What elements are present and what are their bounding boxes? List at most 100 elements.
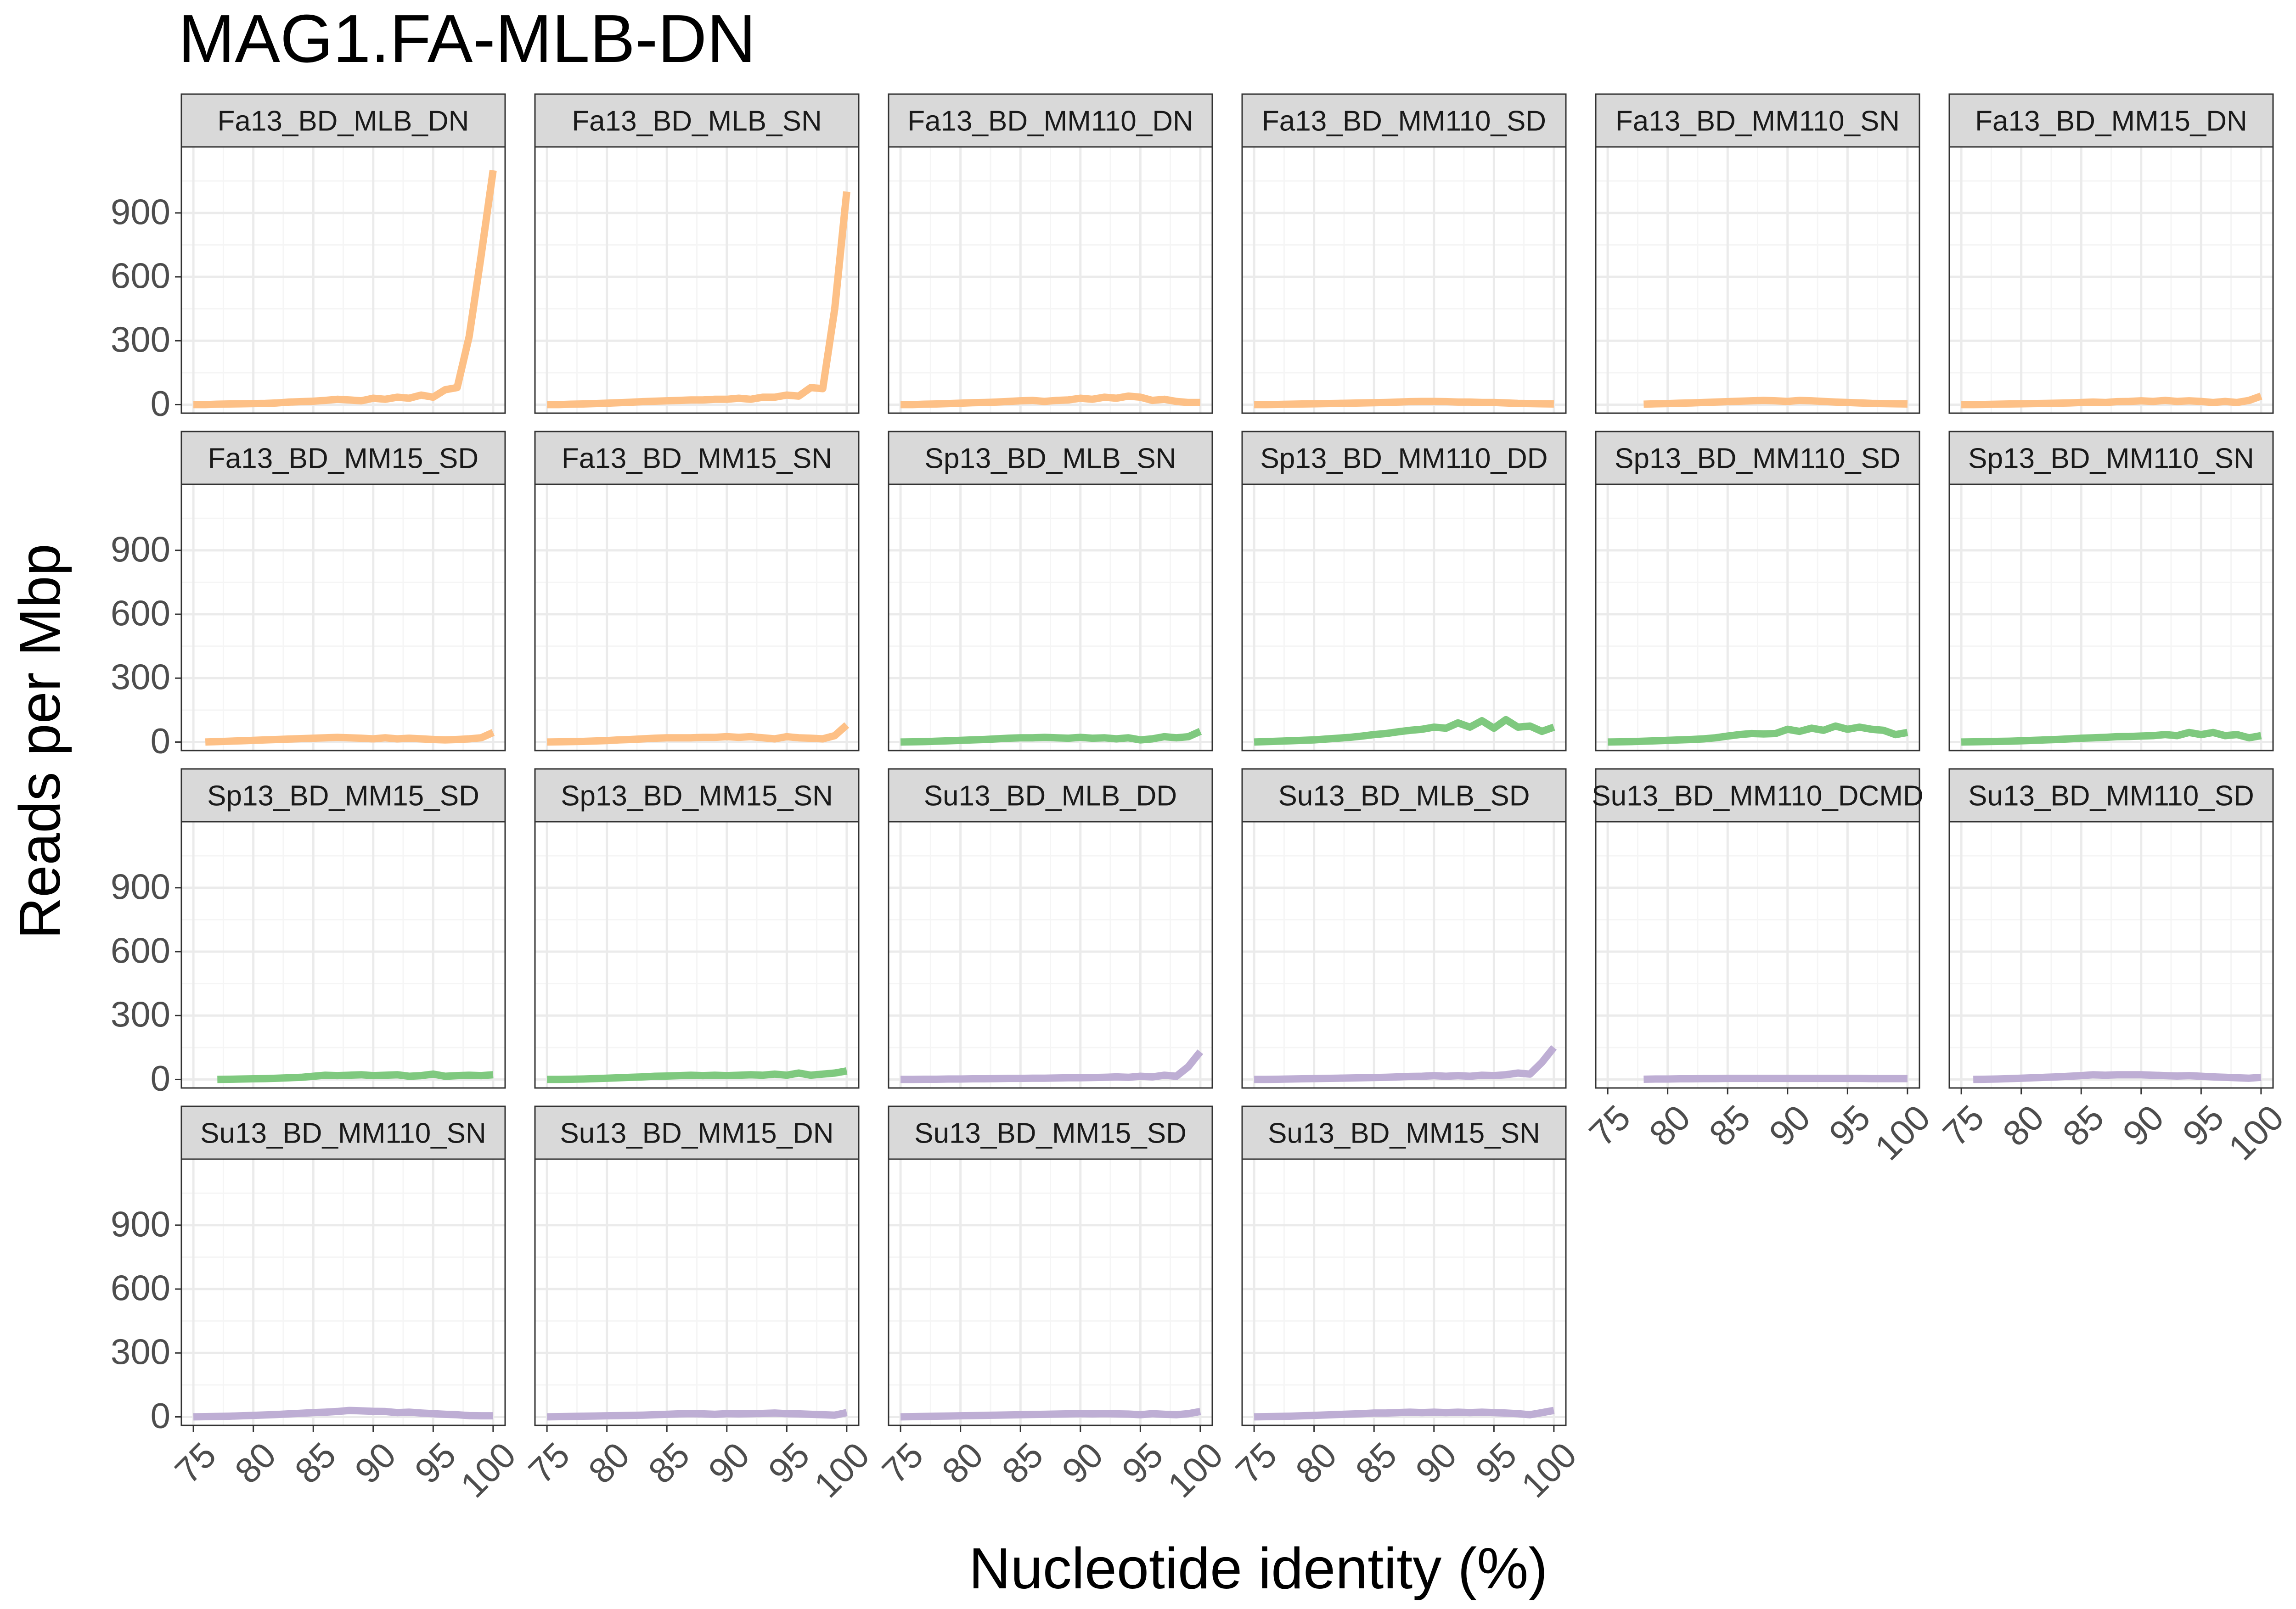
panel-border <box>180 483 506 751</box>
facet-strip <box>1595 768 1920 823</box>
panel-border <box>1595 821 1920 1089</box>
facet-strip-label: Fa13_BD_MM110_SN <box>1615 106 1900 137</box>
y-tick-label: 300 <box>111 656 170 697</box>
facet-panel: Fa13_BD_MM15_DN <box>1948 93 2274 414</box>
panel-border <box>1948 146 2274 414</box>
y-tick-label: 0 <box>151 383 170 423</box>
facet-strip <box>1241 768 1567 823</box>
facet-strip <box>888 431 1213 485</box>
facet-strip <box>888 768 1213 823</box>
panel-border <box>180 1158 506 1426</box>
series-line <box>900 728 1202 746</box>
facet-panel: Sp13_BD_MM15_SN <box>534 768 860 1089</box>
facet-strip-label: Fa13_BD_MM15_DN <box>1975 106 2247 137</box>
facet-strip-label: Sp13_BD_MM15_SN <box>561 780 833 812</box>
facet-panel: Fa13_BD_MM15_SD 0 300 600 900 <box>111 431 506 761</box>
facet-panel: Sp13_BD_MLB_SN <box>888 431 1213 751</box>
facet-panel: Sp13_BD_MM110_SN <box>1948 431 2274 751</box>
series-line <box>1961 729 2262 746</box>
series-line <box>1254 398 1554 409</box>
series-line <box>193 1407 493 1421</box>
facet-strip-label: Su13_BD_MM15_DN <box>560 1118 833 1149</box>
y-tick-label: 300 <box>111 994 170 1034</box>
facet-strip <box>534 93 860 148</box>
facet-strip <box>1595 431 1920 485</box>
panel-border <box>534 821 860 1089</box>
facet-strip-label: Fa13_BD_MLB_SN <box>572 106 822 137</box>
panel-border <box>180 821 506 1089</box>
series-line <box>1254 716 1555 746</box>
facet-panel: Fa13_BD_MLB_DN 0 300 600 900 <box>111 93 506 423</box>
chart-title: MAG1.FA-MLB-DN <box>178 1 756 77</box>
facet-panel: Su13_BD_MLB_DD <box>888 768 1213 1089</box>
facet-strip-label: Sp13_BD_MLB_SN <box>925 443 1176 475</box>
facet-strip-label: Su13_BD_MLB_SD <box>1278 780 1530 812</box>
series-line <box>900 1049 1204 1083</box>
series-line <box>547 191 850 409</box>
facet-strip-label: Fa13_BD_MM15_SD <box>208 443 478 475</box>
y-tick-label: 300 <box>111 319 170 359</box>
series-line <box>1643 397 1908 408</box>
series-line <box>546 1409 848 1421</box>
facet-panel: Fa13_BD_MM110_SD <box>1241 93 1567 414</box>
facet-panel: Fa13_BD_MM110_SN <box>1595 93 1920 414</box>
facet-strip <box>1241 1105 1567 1160</box>
facet-strip <box>1948 431 2274 485</box>
series-line <box>1961 392 2262 409</box>
panel-border <box>888 483 1213 751</box>
panel-border <box>1241 1158 1567 1426</box>
panel-border <box>534 483 860 751</box>
y-tick-label: 600 <box>111 255 170 296</box>
facet-strip <box>888 93 1213 148</box>
panel-border <box>534 1158 860 1426</box>
y-tick-label: 0 <box>151 1395 170 1435</box>
series-line <box>547 1067 848 1083</box>
facet-strip <box>534 768 860 823</box>
series-line <box>1643 1075 1908 1083</box>
facet-panel: Fa13_BD_MM110_DN <box>888 93 1213 414</box>
panel-border <box>888 821 1213 1089</box>
facet-panel: Su13_BD_MLB_SD <box>1241 768 1567 1089</box>
facet-strip <box>1595 93 1920 148</box>
facet-strip <box>1948 768 2274 823</box>
facet-panel: Fa13_BD_MM15_SN <box>534 431 860 751</box>
facet-strip-label: Sp13_BD_MM110_SN <box>1968 443 2254 475</box>
facet-strip-label: Sp13_BD_MM110_DD <box>1260 443 1548 475</box>
facet-strip-label: Fa13_BD_MM15_SN <box>562 443 832 475</box>
panel-border <box>1595 146 1920 414</box>
series-line <box>1607 722 1908 746</box>
y-tick-label: 600 <box>111 593 170 633</box>
facet-strip-label: Su13_BD_MM15_SN <box>1268 1118 1540 1149</box>
panel-border <box>180 146 506 414</box>
facet-strip-label: Su13_BD_MM110_SD <box>1968 780 2254 812</box>
panel-border <box>1241 483 1567 751</box>
panel-border <box>534 146 860 414</box>
facet-panel: Sp13_BD_MM110_DD <box>1241 431 1567 751</box>
facet-strip <box>1241 93 1567 148</box>
facet-strip <box>180 93 506 148</box>
facet-strip-label: Su13_BD_MLB_DD <box>924 780 1177 812</box>
panel-border <box>888 1158 1213 1426</box>
facet-strip <box>180 1105 506 1160</box>
facet-panel: Fa13_BD_MLB_SN <box>534 93 860 414</box>
series-line <box>1254 1407 1555 1421</box>
y-tick-label: 300 <box>111 1331 170 1372</box>
series-line <box>193 169 497 409</box>
facet-strip <box>180 768 506 823</box>
facet-strip <box>534 1105 860 1160</box>
facet-strip-label: Su13_BD_MM15_SD <box>914 1118 1187 1149</box>
series-line <box>900 1407 1201 1421</box>
series-line <box>1254 1045 1557 1083</box>
facet-panel: Sp13_BD_MM110_SD <box>1595 431 1920 751</box>
facet-strip <box>888 1105 1213 1160</box>
facet-strip <box>1948 93 2274 148</box>
facet-strip-label: Fa13_BD_MM110_SD <box>1262 106 1546 137</box>
facet-panels: Fa13_BD_MLB_DN 0 300 600 900 Fa13_BD_MLB_SN Fa… <box>111 93 2291 1505</box>
x-axis-label: Nucleotide identity (%) <box>969 1536 1548 1601</box>
panel-border <box>888 146 1213 414</box>
y-tick-label: 900 <box>111 191 170 232</box>
facet-strip-label: Fa13_BD_MLB_DN <box>218 106 469 137</box>
